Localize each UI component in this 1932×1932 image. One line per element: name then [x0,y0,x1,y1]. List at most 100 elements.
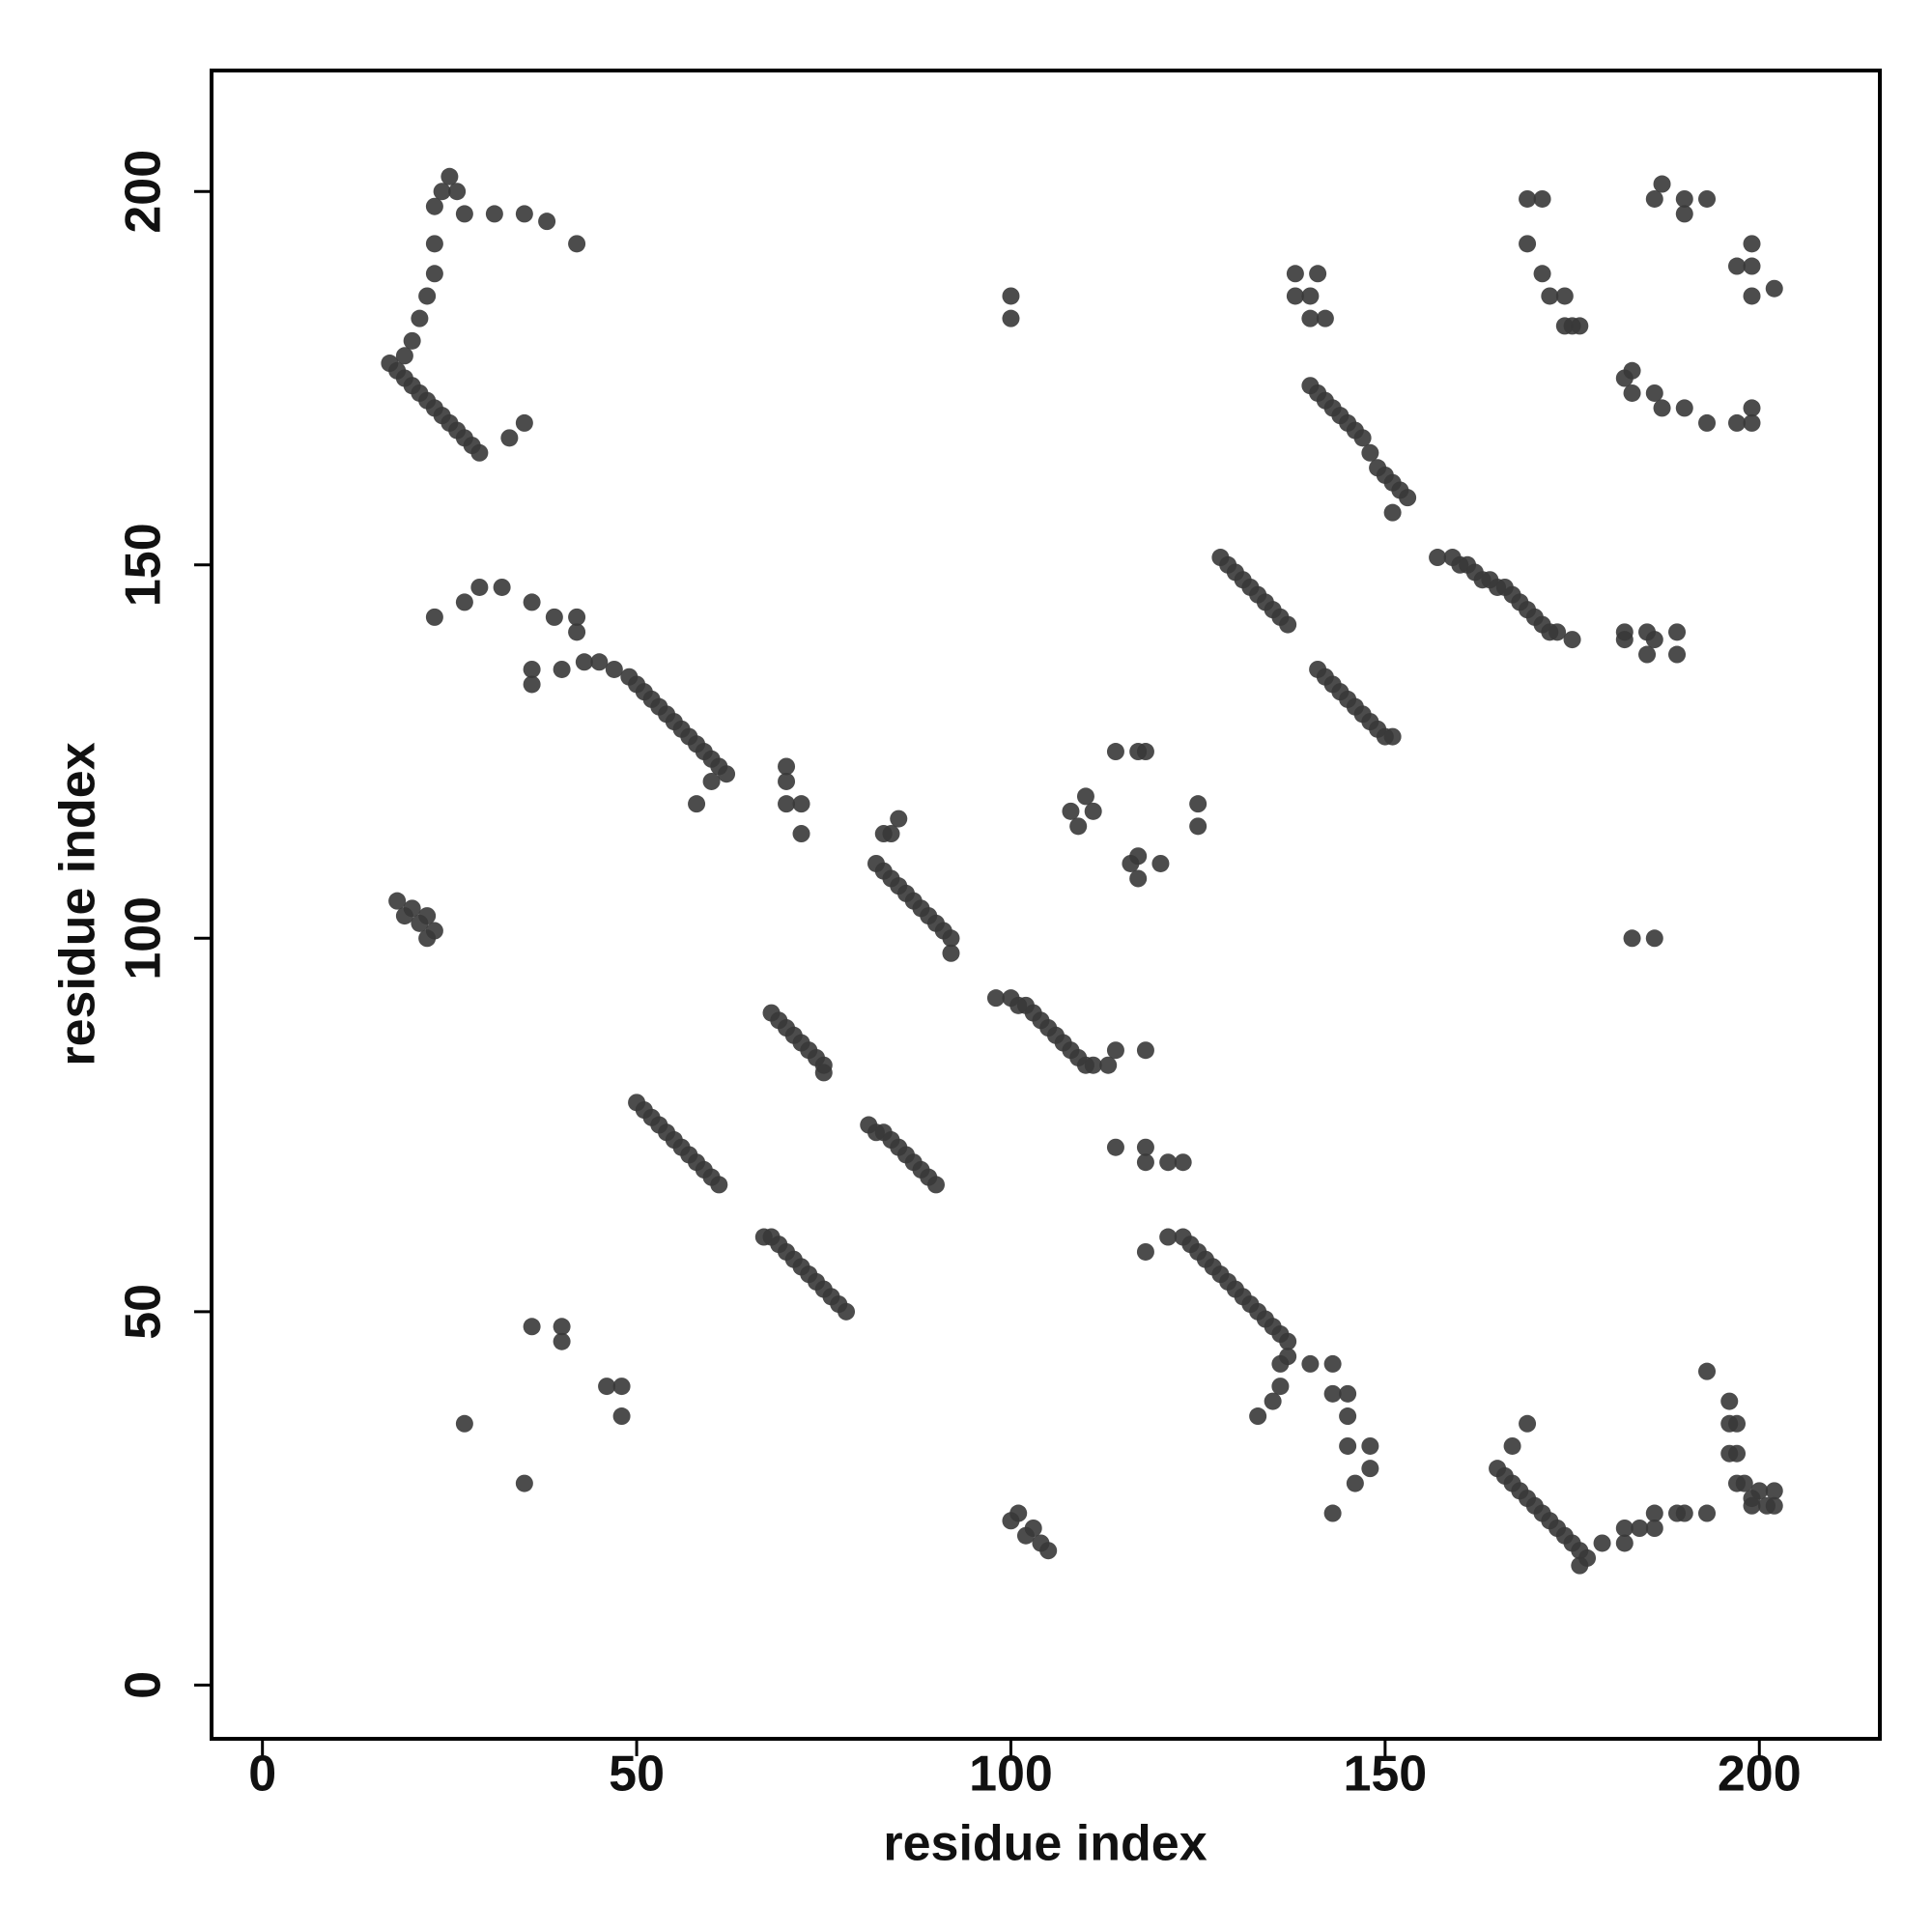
point [1653,399,1671,417]
point [1743,399,1761,417]
point [1675,189,1693,208]
point [1189,817,1208,836]
point [1106,1138,1124,1156]
point [1743,1496,1761,1515]
point [1249,1407,1267,1426]
point [1668,645,1687,664]
point [1429,549,1447,567]
point [1698,1504,1717,1522]
point [1136,1153,1154,1172]
x-tick-label: 0 [248,1747,276,1803]
point [553,1318,571,1336]
point [1541,287,1559,305]
point [1503,1436,1521,1455]
point [1743,235,1761,253]
y-tick-label: 200 [116,150,172,234]
point [1069,817,1088,836]
x-tick-label: 100 [969,1747,1053,1803]
point [1675,399,1693,417]
point [1615,631,1634,649]
point [1062,802,1080,820]
point [986,989,1005,1008]
point [1136,1242,1154,1261]
point [553,660,571,678]
point [418,929,437,948]
point [1159,1228,1178,1246]
point [455,1414,473,1433]
point [605,660,623,678]
x-axis-title: residue index [883,1816,1207,1872]
point [1271,1354,1290,1373]
point [792,795,810,813]
point [545,608,563,626]
point [612,1378,631,1396]
point [1675,1504,1693,1522]
point [1129,847,1148,866]
point [1698,189,1717,208]
point [1361,443,1379,462]
point [575,653,593,671]
point [838,1302,856,1321]
point [1136,743,1154,761]
point [1519,235,1537,253]
y-tick-label: 50 [116,1284,172,1340]
point [1645,929,1663,948]
point [1264,1392,1282,1410]
point [523,1318,541,1336]
point [515,1474,533,1492]
point [418,907,437,925]
point [1638,645,1657,664]
point [590,653,609,671]
point [515,413,533,432]
point [1279,615,1297,634]
point [1743,413,1761,432]
y-tick-label: 0 [116,1671,172,1699]
point [1002,309,1020,327]
point [1301,287,1320,305]
point [403,899,421,918]
point [470,578,489,596]
point [1615,1534,1634,1552]
point [1076,787,1094,806]
point [1533,265,1551,283]
point [1039,1542,1058,1560]
point [538,213,556,231]
y-tick-label: 150 [116,523,172,607]
point [440,167,459,185]
point [688,795,706,813]
point [1555,287,1574,305]
point [411,309,429,327]
point [942,944,960,962]
point [1765,1482,1783,1500]
point [1645,189,1663,208]
point [425,235,443,253]
plot-frame [210,69,1882,1741]
point [1728,257,1747,275]
point [388,892,407,910]
point [1136,1138,1154,1156]
x-tick-label: 150 [1343,1747,1427,1803]
point [1728,1414,1747,1433]
point [778,757,796,776]
point [568,235,586,253]
point [1174,1153,1192,1172]
point [1151,854,1170,872]
point [1106,743,1124,761]
point [1383,727,1402,746]
point [1698,413,1717,432]
point [1743,287,1761,305]
point [1533,189,1551,208]
point [1361,1460,1379,1478]
point [1279,1332,1297,1350]
point [418,287,437,305]
point [1563,631,1581,649]
point [1189,795,1208,813]
point [1301,1354,1320,1373]
point [1301,309,1320,327]
point [1009,1504,1028,1522]
point [523,593,541,611]
point [425,608,443,626]
point [710,1176,728,1194]
point [470,443,489,462]
